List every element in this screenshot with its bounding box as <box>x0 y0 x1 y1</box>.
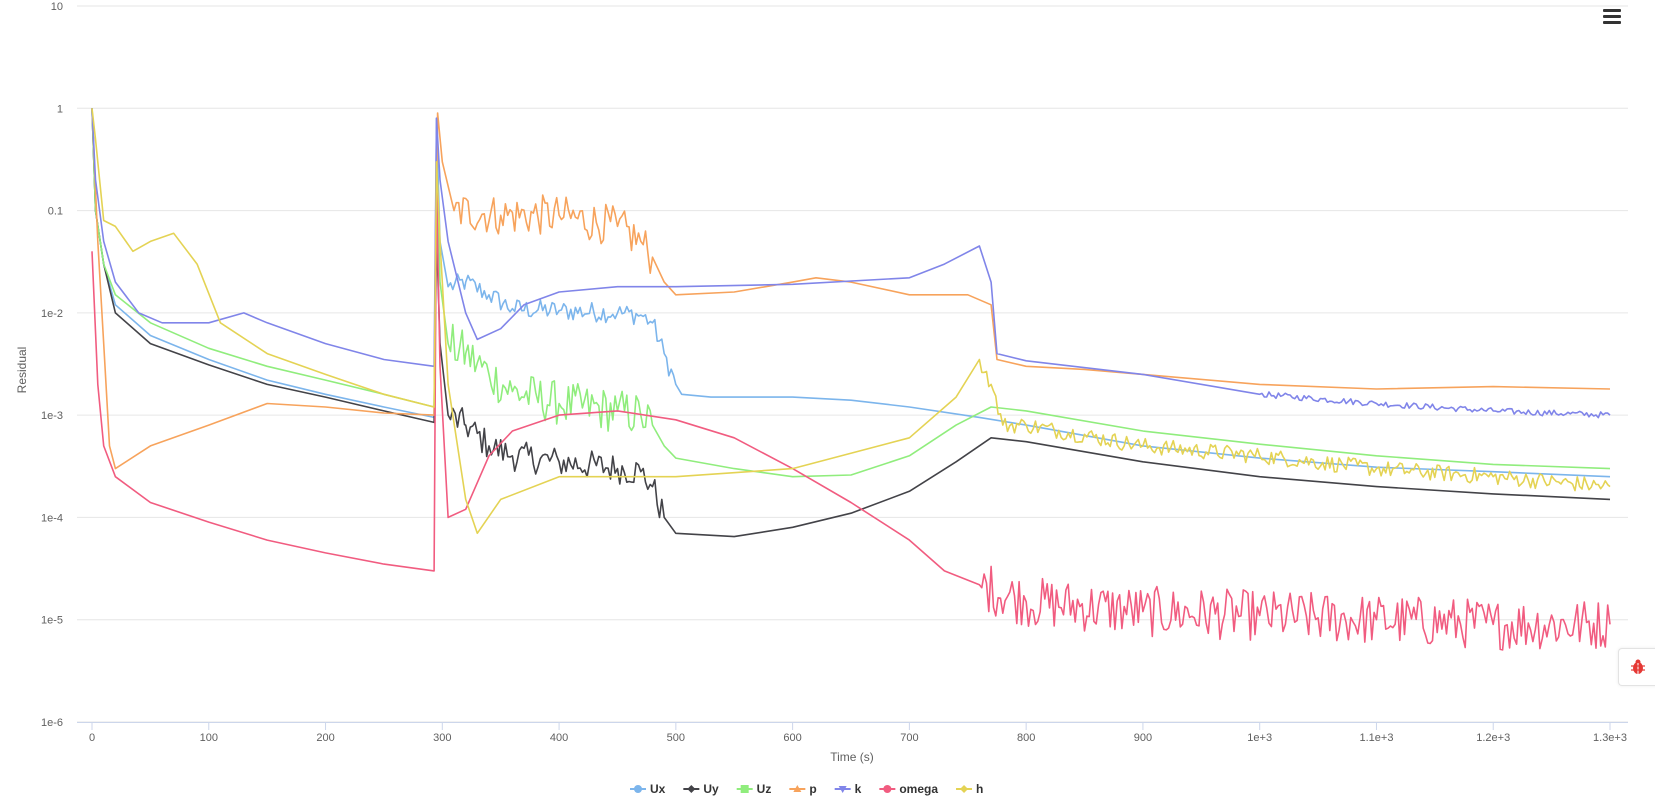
menu-bar-icon <box>1603 9 1621 12</box>
legend-marker-icon <box>883 785 892 793</box>
y-axis-title: Residual <box>15 347 29 394</box>
x-axis: 0 100 200 300 400 500 600 700 800 900 1e+3 1.1e+3 1.… <box>77 722 1628 744</box>
x-axis-title: Time (s) <box>830 750 874 764</box>
legend-item-h[interactable]: h <box>956 782 983 796</box>
legend-marker-icon <box>687 785 696 793</box>
legend-label: Uz <box>757 782 772 796</box>
legend-item-Uz[interactable]: Uz <box>736 782 772 796</box>
legend-label: k <box>855 782 862 796</box>
bug-report-button[interactable] <box>1618 648 1655 686</box>
legend-label: omega <box>899 782 938 796</box>
series-line-Uz <box>91 108 1611 478</box>
legend-item-Ux[interactable]: Ux <box>630 782 666 796</box>
x-tick-label: 700 <box>900 732 918 744</box>
legend-marker-icon <box>740 785 749 793</box>
x-tick-label: 1e+3 <box>1247 732 1272 744</box>
series-line-p <box>91 108 1611 470</box>
x-tick-label: 800 <box>1017 732 1035 744</box>
x-tick-label: 1.2e+3 <box>1476 732 1510 744</box>
legend-marker-icon <box>793 785 802 792</box>
legend: Ux Uy Uz p k omega h <box>630 782 983 796</box>
legend-marker-icon <box>960 785 969 793</box>
x-tick-label: 300 <box>433 732 451 744</box>
x-tick-label: 100 <box>200 732 218 744</box>
series-line-Ux <box>91 108 1611 478</box>
chart-menu-button[interactable] <box>1598 6 1626 30</box>
legend-item-k[interactable]: k <box>834 782 862 796</box>
legend-item-p[interactable]: p <box>789 782 817 796</box>
y-tick-label: 10 <box>51 1 63 13</box>
series-lines <box>91 108 1611 651</box>
legend-marker-icon <box>838 786 847 793</box>
series-line-Uy <box>91 108 1611 538</box>
y-tick-label: 1 <box>57 103 63 115</box>
legend-item-omega[interactable]: omega <box>879 782 938 796</box>
x-tick-label: 900 <box>1134 732 1152 744</box>
legend-label: p <box>809 782 816 796</box>
series-line-h <box>91 108 1611 535</box>
x-tick-label: 200 <box>316 732 334 744</box>
y-tick-label: 1e-6 <box>41 717 63 729</box>
y-tick-label: 1e-2 <box>41 308 63 320</box>
y-tick-label: 1e-5 <box>41 615 63 627</box>
menu-bar-icon <box>1603 15 1621 18</box>
y-tick-label: 0.1 <box>48 206 63 218</box>
series-line-k <box>91 108 1611 419</box>
x-tick-label: 600 <box>783 732 801 744</box>
y-tick-label: 1e-4 <box>41 512 63 524</box>
menu-bar-icon <box>1603 21 1621 24</box>
y-axis: 10 1 0.1 1e-2 1e-3 1e-4 1e-5 1e-6 <box>41 1 63 729</box>
legend-label: Ux <box>650 782 666 796</box>
x-tick-label: 1.1e+3 <box>1359 732 1393 744</box>
legend-label: h <box>976 782 983 796</box>
bug-icon <box>1631 659 1645 674</box>
legend-label: Uy <box>703 782 719 796</box>
x-tick-label: 1.3e+3 <box>1593 732 1627 744</box>
series-line-omega <box>91 183 1611 651</box>
grid-lines <box>77 5 1628 723</box>
y-tick-label: 1e-3 <box>41 410 63 422</box>
x-tick-label: 500 <box>667 732 685 744</box>
legend-item-Uy[interactable]: Uy <box>683 782 719 796</box>
x-tick-label: 0 <box>89 732 95 744</box>
x-tick-label: 400 <box>550 732 568 744</box>
legend-marker-icon <box>634 785 642 793</box>
